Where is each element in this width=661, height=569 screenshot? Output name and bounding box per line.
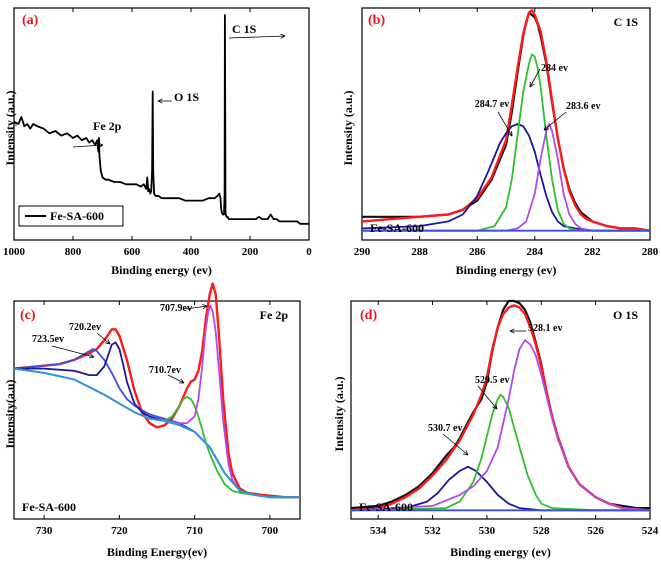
panel-d-xtick-label: 526 <box>587 525 604 537</box>
panel-d-xtick-label: 532 <box>424 525 441 537</box>
panel-c-annotation: 710.7ev <box>149 365 181 376</box>
panel-d-annotation: 528.1 ev <box>528 323 562 334</box>
panel-a-xtick-label: 1000 <box>3 246 26 258</box>
panel-c-annotation: 723.5ev <box>32 334 64 345</box>
panel-d-series-529-5-ev <box>350 393 650 512</box>
panel-a-annotation: O 1S <box>174 90 199 104</box>
panel-c-arrowhead <box>202 304 208 310</box>
panel-b-xtick-label: 282 <box>584 246 601 258</box>
panel-b-xtick-label: 290 <box>354 246 371 258</box>
panel-b-label: (b) <box>368 13 385 28</box>
panel-d-arrowhead <box>509 328 515 334</box>
panel-a-annotation-arrow <box>228 35 286 39</box>
panel-b-xlabel: Binding energy (ev) <box>456 263 557 277</box>
panel-a-arrowhead <box>98 142 104 148</box>
panel-d-xtick-label: 524 <box>642 525 659 537</box>
panel-a-xtick-label: 200 <box>242 246 259 258</box>
panel-b-arrowhead <box>543 125 549 131</box>
panel-b-xtick-label: 286 <box>469 246 486 258</box>
panel-d-xtick-label: 534 <box>370 525 387 537</box>
panel-c-series-baseline <box>13 367 300 499</box>
panel-a-arrowhead <box>280 33 286 39</box>
panel-a-xlabel: Binding energy (ev) <box>111 263 212 277</box>
panel-b-annotation-arrow <box>497 111 513 137</box>
panel-a-ylabel: Intensity (a.u.) <box>3 90 17 165</box>
panel-d-label: (d) <box>360 308 377 323</box>
panel-c-xtick-label: 730 <box>36 525 53 537</box>
panel-c-frame <box>13 300 301 520</box>
panel-c-series-710-7ev <box>13 367 300 499</box>
panel-b-xtick-label: 288 <box>411 246 428 258</box>
panel-c-xtick-label: 720 <box>111 525 128 537</box>
panel-b-arrowhead <box>529 81 535 88</box>
panel-c-annotation-arrow <box>167 374 185 384</box>
panel-d-frame <box>350 300 651 520</box>
panel-c-title: Fe 2p <box>260 308 289 322</box>
panel-a-label: (a) <box>22 13 39 28</box>
panel-b-ylabel: Intensity (a.u.) <box>341 90 355 165</box>
panel-b-xtick-label: 284 <box>527 246 544 258</box>
panel-a-legend-box <box>18 205 124 227</box>
panel-c-xlabel: Binding Energy(ev) <box>107 545 207 559</box>
panel-c-annotation-arrow <box>185 305 208 310</box>
panel-c-annotation: 720.2ev <box>69 322 101 333</box>
panel-c-annotation-arrow <box>51 345 95 358</box>
panel-b-annotation: 283.6 ev <box>566 101 600 112</box>
panel-a-legend-label: Fe-SA-600 <box>50 209 104 223</box>
panel-d-series-528-1-ev <box>350 339 651 512</box>
panel-a-annotation-arrow <box>72 144 104 148</box>
panel-b-sample: Fe-SA-600 <box>370 221 424 235</box>
panel-b-series-fitted-envelope <box>361 9 651 232</box>
panel-c-arrowhead <box>178 378 185 384</box>
panel-b-arrowhead <box>507 130 513 137</box>
panel-b-title: C 1S <box>614 15 639 29</box>
panel-d-xtick-label: 528 <box>533 525 550 537</box>
panel-a-series-fe-sa-600 <box>13 14 309 225</box>
panel-a-arrowhead <box>157 98 163 104</box>
panel-c-arrowhead <box>89 353 95 359</box>
panel-c-ylabel: Intensity(a.u) <box>3 379 17 448</box>
panel-d-sample: Fe-SA-600 <box>359 500 413 514</box>
panel-d-series-fitted-envelope <box>350 304 651 512</box>
panel-c-xtick-label: 700 <box>262 525 279 537</box>
panel-c-label: (c) <box>20 308 36 323</box>
panel-b-annotation-arrow <box>543 111 567 131</box>
panel-d-xtick-label: 530 <box>479 525 496 537</box>
panel-c-xtick-label: 710 <box>186 525 203 537</box>
panel-b-series-283-6-ev <box>362 123 650 232</box>
panel-d-title: O 1S <box>613 308 638 322</box>
panel-a-annotation: C 1S <box>232 22 257 36</box>
panel-a-annotation: Fe 2p <box>93 119 122 133</box>
panel-d-arrowhead <box>492 404 498 410</box>
panel-d-annotation: 530.7 ev <box>428 423 462 434</box>
panel-b-frame <box>361 7 651 241</box>
panel-d-series-experimental <box>350 299 650 510</box>
panel-d-annotation-arrow <box>442 433 469 456</box>
panel-b-series-experimental <box>362 11 651 232</box>
panel-d-annotation-arrow <box>477 385 498 410</box>
panel-a-frame <box>13 7 310 241</box>
panel-a-xtick-label: 0 <box>306 246 312 258</box>
panel-b-annotation: 284.7 ev <box>475 99 509 110</box>
panel-c-annotation: 707.9ev <box>160 303 192 314</box>
panel-c-annotation-arrow <box>96 332 111 345</box>
panel-d-xlabel: Binding energy (ev) <box>450 545 551 559</box>
panel-c-sample: Fe-SA-600 <box>22 500 76 514</box>
panel-d-annotation: 529.5 ev <box>475 375 509 386</box>
panel-b-series-284-ev <box>362 53 650 232</box>
panel-d-arrowhead <box>463 450 469 456</box>
panel-c-series-fitted-envelope <box>13 282 300 499</box>
panel-c-arrowhead <box>105 339 111 345</box>
panel-b-xtick-label: 280 <box>642 246 659 258</box>
panel-b-annotation: 284 ev <box>541 63 568 74</box>
panel-d-ylabel: Intensity (a.u.) <box>332 376 346 451</box>
panel-a-xtick-label: 800 <box>65 246 82 258</box>
panel-a-xtick-label: 400 <box>183 246 200 258</box>
panel-a-xtick-label: 600 <box>124 246 141 258</box>
panel-b-annotation-arrow <box>529 68 541 88</box>
